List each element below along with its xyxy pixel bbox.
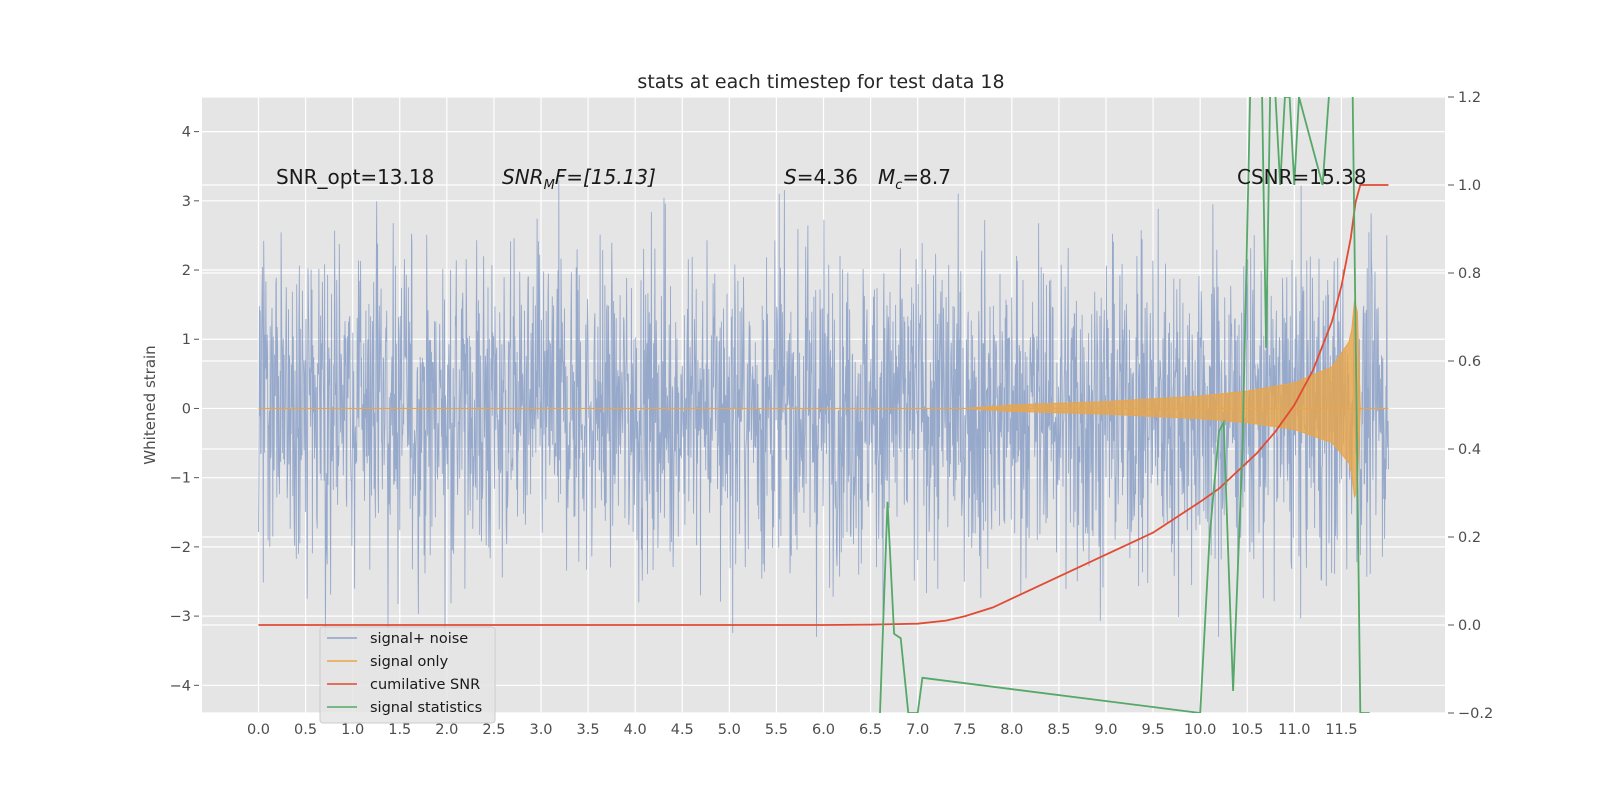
- y2-tick-label: 0.8: [1458, 266, 1481, 282]
- x-tick-label: 11.5: [1325, 722, 1357, 738]
- series-cumulative-snr-line: [258, 184, 1389, 626]
- chart-title: stats at each timestep for test data 18: [637, 71, 1004, 93]
- y2-tick-label: 0.2: [1458, 530, 1481, 546]
- x-axis: 0.0 0.5 1.0 1.5 2.0 2.5 3.0 3.5 4.0 4.5 5.0 5.5 6.0 6…: [247, 722, 1358, 738]
- annotation-s: S=4.36: [784, 165, 858, 189]
- legend-label-signal-noise: signal+ noise: [370, 631, 468, 647]
- x-tick-label: 0.5: [294, 722, 317, 738]
- x-tick-label: 1.0: [341, 722, 364, 738]
- y-tick-label: 3: [182, 194, 191, 210]
- legend-label-cumulative-snr: cumilative SNR: [370, 677, 480, 693]
- x-tick-label: 4.0: [624, 722, 647, 738]
- y2-tick-label: −0.2: [1458, 706, 1493, 722]
- legend: signal+ noise signal only cumilative SNR…: [319, 626, 496, 724]
- y-axis-label: Whitened strain: [141, 345, 159, 464]
- x-tick-label: 6.5: [859, 722, 882, 738]
- x-tick-label: 9.5: [1142, 722, 1165, 738]
- x-tick-label: 1.5: [388, 722, 411, 738]
- x-tick-label: 5.0: [718, 722, 741, 738]
- annotation-csnr: CSNR=15.38: [1237, 165, 1367, 189]
- x-tick-label: 8.5: [1047, 722, 1070, 738]
- y2-tick-label: 1.0: [1458, 178, 1481, 194]
- y2-tick-label: 0.6: [1458, 354, 1481, 370]
- legend-label-signal-statistics: signal statistics: [370, 700, 482, 716]
- x-tick-label: 10.5: [1231, 722, 1263, 738]
- y-tick-label: 4: [182, 125, 191, 141]
- x-tick-label: 2.5: [482, 722, 505, 738]
- annotations: SNR_opt=13.18 SNRMF=[15.13] S=4.36 Mc=8.…: [276, 165, 1367, 193]
- x-tick-label: 6.0: [812, 722, 835, 738]
- x-tick-label: 2.0: [435, 722, 458, 738]
- x-tick-label: 3.5: [577, 722, 600, 738]
- x-tick-label: 3.0: [529, 722, 552, 738]
- y-tick-label: 2: [182, 263, 191, 279]
- x-tick-label: 5.5: [765, 722, 788, 738]
- x-tick-label: 0.0: [247, 722, 270, 738]
- annotation-snr-mf: SNRMF=[15.13]: [502, 165, 656, 193]
- annotation-snr-opt: SNR_opt=13.18: [276, 165, 434, 189]
- y-tick-label: 1: [182, 332, 191, 348]
- x-tick-label: 9.0: [1094, 722, 1117, 738]
- y2-tick-label: 1.2: [1458, 90, 1481, 106]
- plot-series: [258, 97, 1389, 713]
- legend-label-signal-only: signal only: [370, 654, 449, 670]
- x-tick-label: 7.0: [906, 722, 929, 738]
- y2-axis: 1.2 1.0 0.8 0.6 0.4 0.2 0.0 −0.2: [1448, 90, 1493, 722]
- x-tick-label: 7.5: [953, 722, 976, 738]
- y-tick-label: −3: [170, 609, 191, 625]
- legend-box: [319, 626, 496, 724]
- x-tick-label: 10.0: [1184, 722, 1216, 738]
- y2-tick-label: 0.4: [1458, 442, 1481, 458]
- y-tick-label: −2: [170, 540, 191, 556]
- annotation-mc: Mc=8.7: [878, 165, 951, 193]
- y2-tick-label: 0.0: [1458, 618, 1481, 634]
- y-tick-label: 0: [182, 401, 191, 417]
- x-tick-label: 4.5: [671, 722, 694, 738]
- x-tick-label: 8.0: [1000, 722, 1023, 738]
- y-axis: 4 3 2 1 0 −1 −2 −3 −4: [170, 125, 199, 694]
- y-tick-label: −4: [170, 678, 191, 694]
- x-tick-label: 11.0: [1278, 722, 1310, 738]
- y-tick-label: −1: [170, 471, 191, 487]
